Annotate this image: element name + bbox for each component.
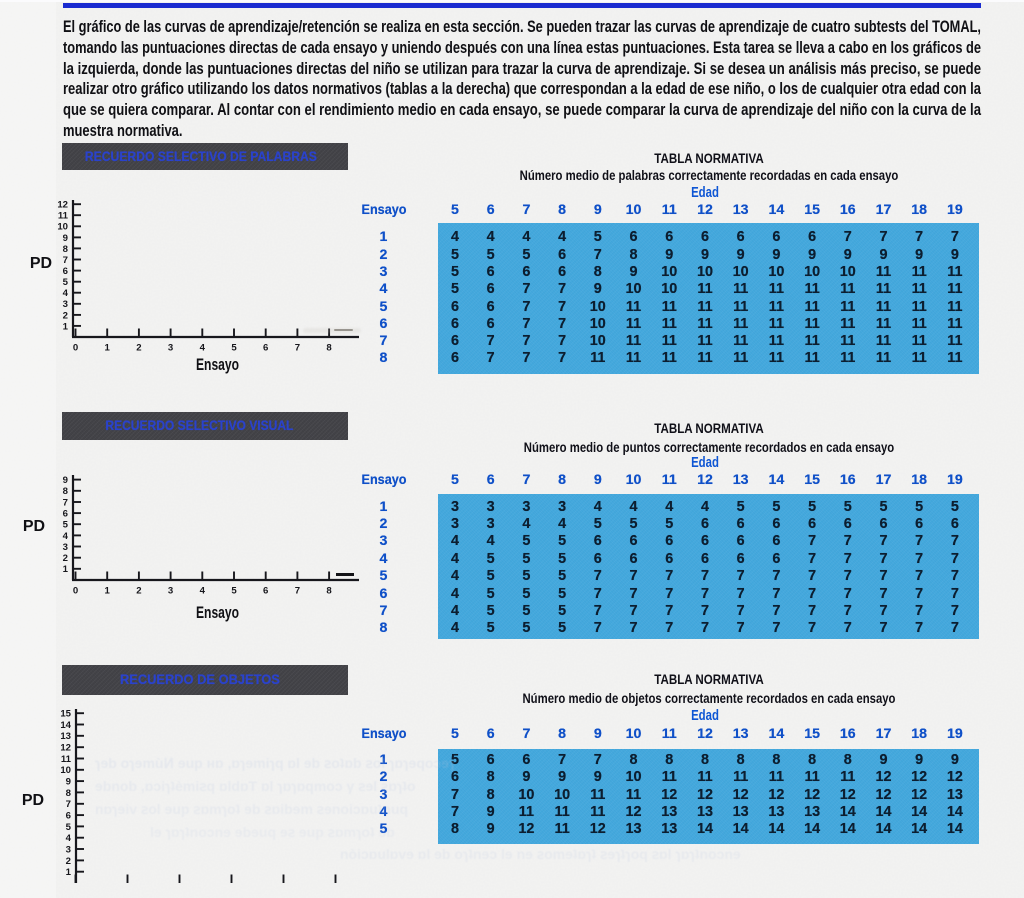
svg-text:8: 8 xyxy=(66,788,72,799)
svg-text:8: 8 xyxy=(326,343,332,354)
svg-text:14: 14 xyxy=(60,720,71,731)
svg-text:2: 2 xyxy=(136,343,141,354)
svg-text:7: 7 xyxy=(63,497,68,508)
svg-text:4: 4 xyxy=(200,343,206,354)
svg-text:1: 1 xyxy=(63,564,69,575)
svg-text:Ensayo: Ensayo xyxy=(196,604,239,622)
svg-text:2: 2 xyxy=(63,310,68,321)
svg-text:12: 12 xyxy=(60,743,71,754)
svg-text:2: 2 xyxy=(63,553,68,564)
svg-text:6: 6 xyxy=(263,586,268,597)
svg-text:3: 3 xyxy=(63,542,68,553)
svg-text:1: 1 xyxy=(66,867,72,878)
svg-text:9: 9 xyxy=(63,233,68,244)
svg-text:2: 2 xyxy=(136,586,141,597)
svg-text:6: 6 xyxy=(63,509,68,520)
svg-text:5: 5 xyxy=(231,343,237,354)
svg-text:1: 1 xyxy=(63,321,69,332)
svg-text:12: 12 xyxy=(57,200,68,211)
svg-text:11: 11 xyxy=(61,754,72,765)
svg-text:3: 3 xyxy=(63,299,68,310)
svg-text:7: 7 xyxy=(295,586,300,597)
svg-text:5: 5 xyxy=(63,277,69,288)
svg-text:15: 15 xyxy=(60,709,71,720)
svg-text:10: 10 xyxy=(57,222,68,233)
svg-text:3: 3 xyxy=(66,844,71,855)
svg-text:2: 2 xyxy=(66,856,71,867)
svg-text:5: 5 xyxy=(66,822,72,833)
svg-text:13: 13 xyxy=(60,731,71,742)
svg-text:6: 6 xyxy=(263,343,268,354)
svg-text:3: 3 xyxy=(168,343,173,354)
svg-text:5: 5 xyxy=(231,586,237,597)
svg-text:6: 6 xyxy=(66,811,71,822)
svg-text:7: 7 xyxy=(295,343,300,354)
svg-text:0: 0 xyxy=(73,586,78,597)
svg-text:9: 9 xyxy=(63,475,68,486)
svg-text:8: 8 xyxy=(63,486,69,497)
svg-text:5: 5 xyxy=(63,520,69,531)
svg-text:10: 10 xyxy=(60,765,71,776)
svg-text:6: 6 xyxy=(63,266,68,277)
svg-text:9: 9 xyxy=(66,777,71,788)
svg-text:7: 7 xyxy=(63,255,68,266)
svg-text:11: 11 xyxy=(58,211,69,222)
svg-text:4: 4 xyxy=(63,288,69,299)
svg-text:1: 1 xyxy=(105,343,111,354)
svg-text:1: 1 xyxy=(105,586,111,597)
svg-text:8: 8 xyxy=(326,586,332,597)
svg-text:0: 0 xyxy=(73,343,78,354)
svg-text:3: 3 xyxy=(168,586,173,597)
svg-text:Ensayo: Ensayo xyxy=(196,356,239,374)
svg-text:4: 4 xyxy=(200,586,206,597)
svg-text:4: 4 xyxy=(63,531,69,542)
svg-text:4: 4 xyxy=(66,833,72,844)
svg-text:7: 7 xyxy=(66,799,71,810)
svg-text:8: 8 xyxy=(63,244,69,255)
